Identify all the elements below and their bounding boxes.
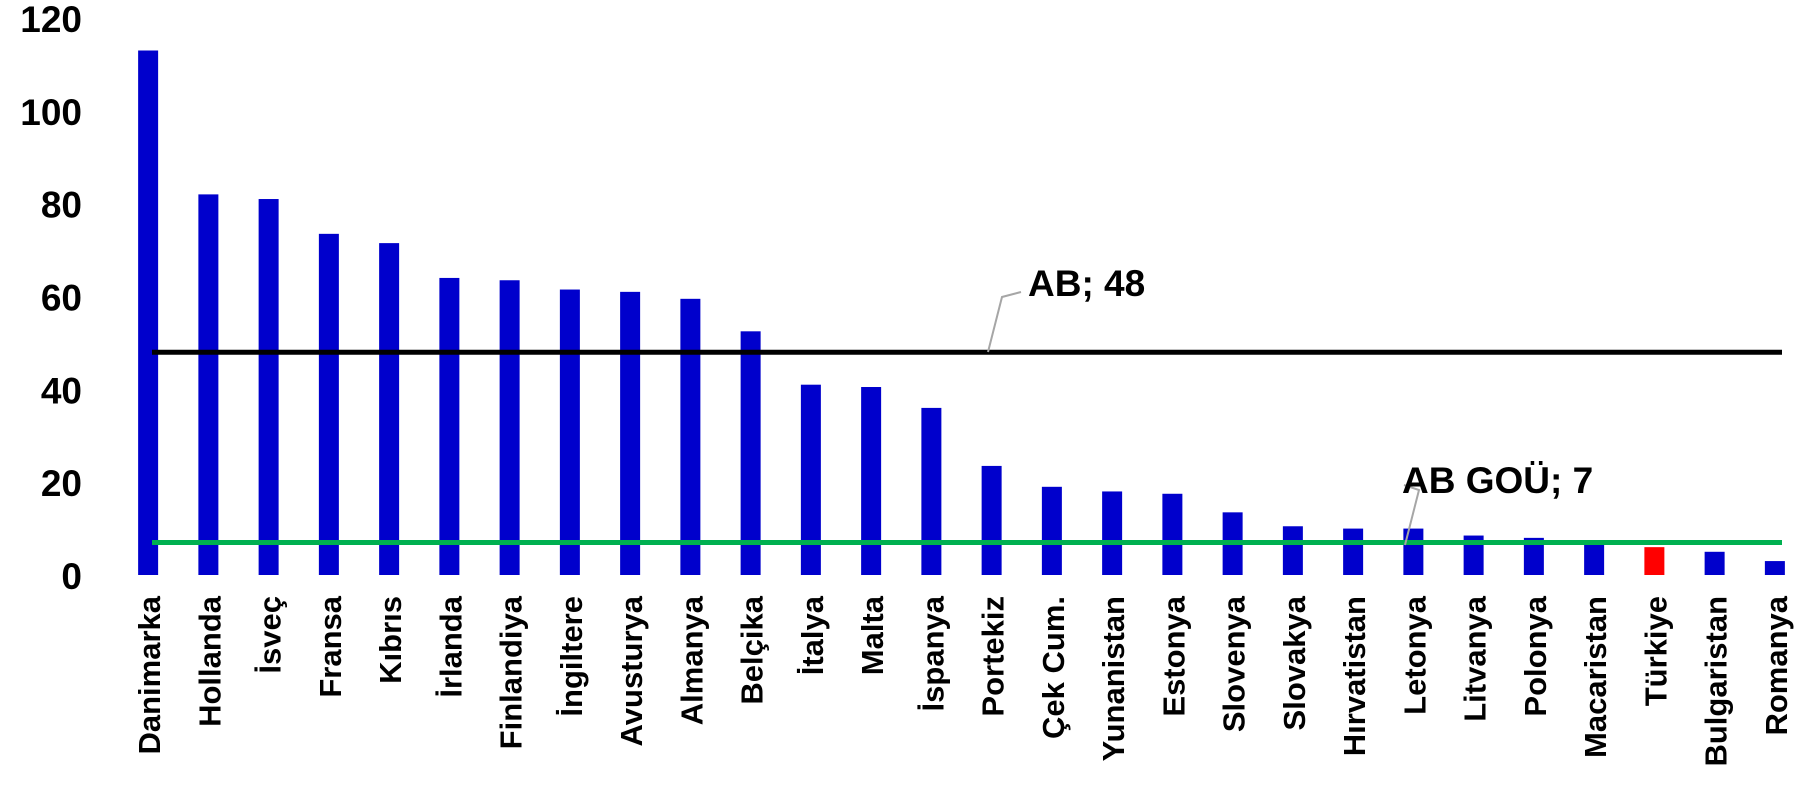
bar-25 [1584, 544, 1605, 575]
x-tick-label: Yunanistan [1096, 596, 1131, 761]
x-tick-label: Finlandiya [494, 595, 529, 749]
x-tick-label: Macaristan [1578, 596, 1613, 758]
bar-15 [981, 465, 1002, 575]
bar-21 [1343, 528, 1364, 575]
x-tick-label: İrlanda [433, 595, 468, 697]
x-tick-label: Avusturya [614, 595, 649, 746]
x-tick-label: Letonya [1397, 595, 1432, 715]
y-tick-label: 20 [41, 463, 82, 504]
bar-8 [559, 289, 580, 575]
x-tick-label: İsveç [253, 596, 288, 674]
x-tick-label: Slovenya [1217, 595, 1252, 732]
x-tick-label: Slovakya [1277, 595, 1312, 730]
bar-24 [1523, 537, 1544, 575]
x-tick-label: İspanya [915, 595, 950, 711]
callout-leader [1403, 484, 1421, 546]
x-axis-labels: Danimarka Hollanda İsveç Fransa Kıbrıs İrland… [132, 595, 1794, 766]
y-tick-label: 80 [41, 185, 82, 226]
x-tick-label: Malta [855, 595, 890, 675]
bar-20 [1282, 526, 1303, 575]
x-tick-label: Bulgaristan [1699, 596, 1734, 767]
bar-2 [198, 194, 219, 575]
bar-17 [1102, 491, 1123, 575]
x-tick-label: Portekiz [976, 596, 1011, 717]
x-tick-label: Hırvatistan [1337, 596, 1372, 756]
y-axis-ticks: 0 20 40 60 80 100 120 [20, 0, 82, 597]
x-tick-label: Romanya [1759, 595, 1794, 735]
x-tick-label: Almanya [674, 595, 709, 725]
x-tick-label: İtalya [795, 595, 830, 675]
reference-line-label: AB; 48 [1028, 263, 1145, 304]
bar-12 [800, 384, 821, 575]
y-tick-label: 100 [20, 92, 82, 133]
x-tick-label: Danimarka [132, 595, 167, 754]
callout-leader [987, 291, 1022, 353]
x-tick-label: Litvanya [1458, 595, 1493, 722]
bar-9 [620, 291, 641, 575]
bar-5 [379, 243, 400, 575]
bar-28 [1764, 561, 1785, 575]
y-tick-label: 40 [41, 370, 82, 411]
bar-10 [680, 298, 701, 575]
bar-16 [1041, 486, 1062, 575]
bar-23 [1463, 535, 1484, 575]
x-tick-label: Çek Cum. [1036, 596, 1071, 739]
x-tick-label: İngiltere [554, 596, 589, 717]
bar-3 [258, 199, 279, 575]
bar-7 [499, 280, 520, 575]
bar-1 [138, 50, 159, 576]
y-tick-label: 60 [41, 278, 82, 319]
x-tick-label: Kıbrıs [373, 596, 408, 684]
bar-27 [1704, 551, 1725, 575]
bar-14 [921, 407, 942, 575]
x-tick-label: Polonya [1518, 595, 1553, 716]
x-tick-label: Estonya [1156, 595, 1191, 716]
x-tick-label: Türkiye [1638, 596, 1673, 706]
x-tick-label: Hollanda [192, 595, 227, 727]
reference-lines: AB; 48 AB GOÜ; 7 [152, 263, 1782, 546]
reference-line-label: AB GOÜ; 7 [1402, 460, 1593, 501]
bar-26 [1644, 547, 1665, 575]
y-tick-label: 0 [61, 556, 82, 597]
x-tick-label: Fransa [313, 595, 348, 697]
bar-11 [740, 331, 761, 575]
x-tick-label: Belçika [735, 595, 770, 704]
bar-4 [318, 233, 339, 575]
bar-18 [1162, 493, 1183, 575]
bars [138, 50, 1785, 576]
bar-6 [439, 277, 460, 575]
y-tick-label: 120 [20, 0, 82, 40]
bar-13 [861, 387, 882, 575]
